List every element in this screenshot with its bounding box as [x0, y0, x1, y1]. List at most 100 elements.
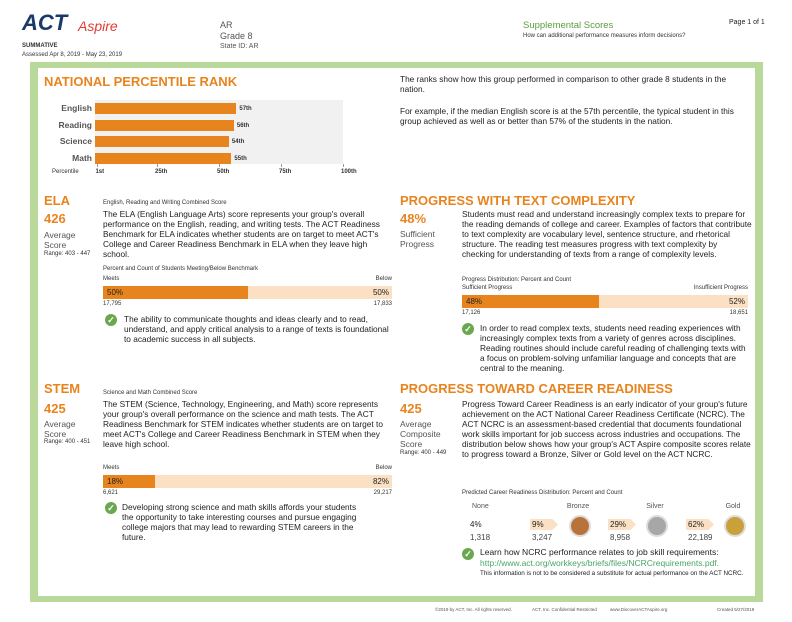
tick-mark	[157, 164, 158, 167]
x-tick-label: 75th	[279, 169, 292, 175]
range: Range: 400 - 449	[400, 450, 447, 456]
count: 22,189	[688, 533, 713, 542]
bar-left-label: Meets	[103, 276, 120, 282]
footer-text: ACT, Inc. Confidential Restricted	[532, 607, 597, 612]
disclaimer: This information is not to be considered…	[480, 570, 744, 577]
segment-label: 50%	[107, 288, 124, 297]
medal	[569, 515, 591, 537]
segment-label: 82%	[372, 477, 389, 486]
x-tick-label: 1st	[95, 169, 105, 175]
section-title: STEM	[44, 381, 81, 396]
range: Range: 403 - 447	[44, 251, 91, 257]
x-tick-label: 50th	[217, 169, 230, 175]
score: 425	[44, 401, 66, 416]
bar	[95, 136, 229, 147]
axis-label: Percentile	[52, 169, 79, 175]
value-label: 55th	[234, 155, 247, 162]
count: 3,247	[532, 533, 553, 542]
range: Range: 400 - 451	[44, 439, 91, 445]
chart-title: Percent and Count of Students Meeting/Be…	[103, 266, 259, 272]
value-label: 54th	[231, 139, 245, 145]
count: 29,217	[373, 490, 392, 496]
check-icon: ✓	[105, 314, 117, 326]
category-label: Math	[72, 152, 92, 163]
medal	[646, 515, 668, 537]
category-label: Science	[59, 136, 92, 146]
state-id: State ID: AR	[220, 43, 259, 50]
category-label: English	[61, 103, 92, 113]
value-label: 57th	[239, 106, 252, 112]
section-title: PROGRESS WITH TEXT COMPLEXITY	[400, 193, 636, 208]
paragraph: The STEM (Science, Technology, Engineeri…	[103, 399, 383, 449]
tick-mark	[281, 164, 282, 167]
logo-act: ACT	[22, 10, 68, 35]
note: Developing strong science and math skill…	[122, 502, 357, 542]
check-icon: ✓	[462, 323, 474, 335]
arrow	[608, 519, 636, 530]
link[interactable]: http://www.act.org/workkeys/briefs/files…	[480, 558, 720, 568]
category-label: Reading	[58, 119, 92, 130]
count: 1,318	[470, 533, 491, 542]
section-title: PROGRESS TOWARD CAREER READINESS	[400, 381, 673, 396]
bar	[95, 103, 237, 114]
count: 18,651	[729, 310, 748, 316]
bar-segment	[599, 295, 748, 308]
score-label: Average Composite Score	[400, 419, 441, 449]
value-label: 56th	[236, 122, 250, 129]
tick-mark	[97, 164, 99, 167]
score: 426	[44, 211, 66, 226]
bar-left-label: Meets	[103, 465, 120, 471]
learn-text: Learn how NCRC performance relates to jo…	[480, 547, 719, 557]
subtitle: English, Reading and Writing Combined Sc…	[103, 200, 227, 206]
chart-title: Progress Distribution: Percent and Count	[462, 277, 572, 283]
score-label: Sufficient Progress	[400, 229, 435, 249]
percent: 29%	[610, 520, 627, 529]
subtitle: Science and Math Combined Score	[103, 390, 198, 396]
medal-label: Bronze	[566, 503, 590, 510]
logo-aspire: Aspire	[78, 18, 118, 34]
count: 8,958	[610, 533, 631, 542]
bar-segment	[103, 286, 248, 299]
bar-segment	[247, 286, 392, 299]
bar-right-label: Below	[375, 465, 392, 471]
count: 6,621	[103, 490, 119, 496]
paragraph: The ELA (English Language Arts) score re…	[103, 209, 380, 259]
arrow	[530, 519, 558, 530]
footer-text: Created 5/27/2019	[717, 607, 755, 612]
bar-right-label: Below	[375, 276, 392, 282]
bar-segment	[462, 295, 600, 308]
bar-segment	[103, 475, 156, 488]
segment-label: 50%	[372, 288, 389, 297]
footer-text: ©2019 by ACT, Inc. All rights reserved.	[435, 607, 512, 612]
check-icon: ✓	[462, 548, 474, 560]
report-title: Supplemental Scores	[523, 20, 614, 31]
group: AR	[220, 20, 233, 30]
level-label: None	[472, 503, 489, 510]
grade: Grade 8	[220, 31, 253, 41]
score: 48%	[400, 211, 427, 226]
score-label: Average Score	[44, 230, 76, 250]
section-title: ELA	[44, 193, 70, 208]
segment-label: 52%	[728, 297, 745, 306]
summative: SUMMATIVE	[22, 43, 58, 49]
x-tick-label: 100th	[341, 169, 357, 175]
bar-right-label: Insufficient Progress	[693, 285, 748, 291]
count: 17,833	[373, 301, 392, 307]
x-tick-label: 25th	[155, 169, 168, 175]
percent: 9%	[532, 520, 544, 529]
check-icon: ✓	[105, 502, 117, 514]
bar-segment	[155, 475, 392, 488]
assessed: Assessed Apr 8, 2019 - May 23, 2019	[22, 52, 123, 58]
medal-label: Silver	[646, 503, 664, 510]
tick-mark	[219, 164, 220, 167]
segment-label: 18%	[107, 477, 124, 486]
paragraph: The ranks show how this group performed …	[400, 74, 727, 94]
paragraph: Students must read and understand increa…	[462, 209, 752, 259]
arrow	[686, 519, 714, 530]
score: 425	[400, 401, 422, 416]
percent: 62%	[688, 520, 705, 529]
paragraph: For example, if the median English score…	[400, 106, 734, 126]
score-label: Average Score	[44, 419, 76, 439]
report-question: How can additional performance measures …	[523, 33, 686, 39]
bar	[95, 152, 232, 164]
